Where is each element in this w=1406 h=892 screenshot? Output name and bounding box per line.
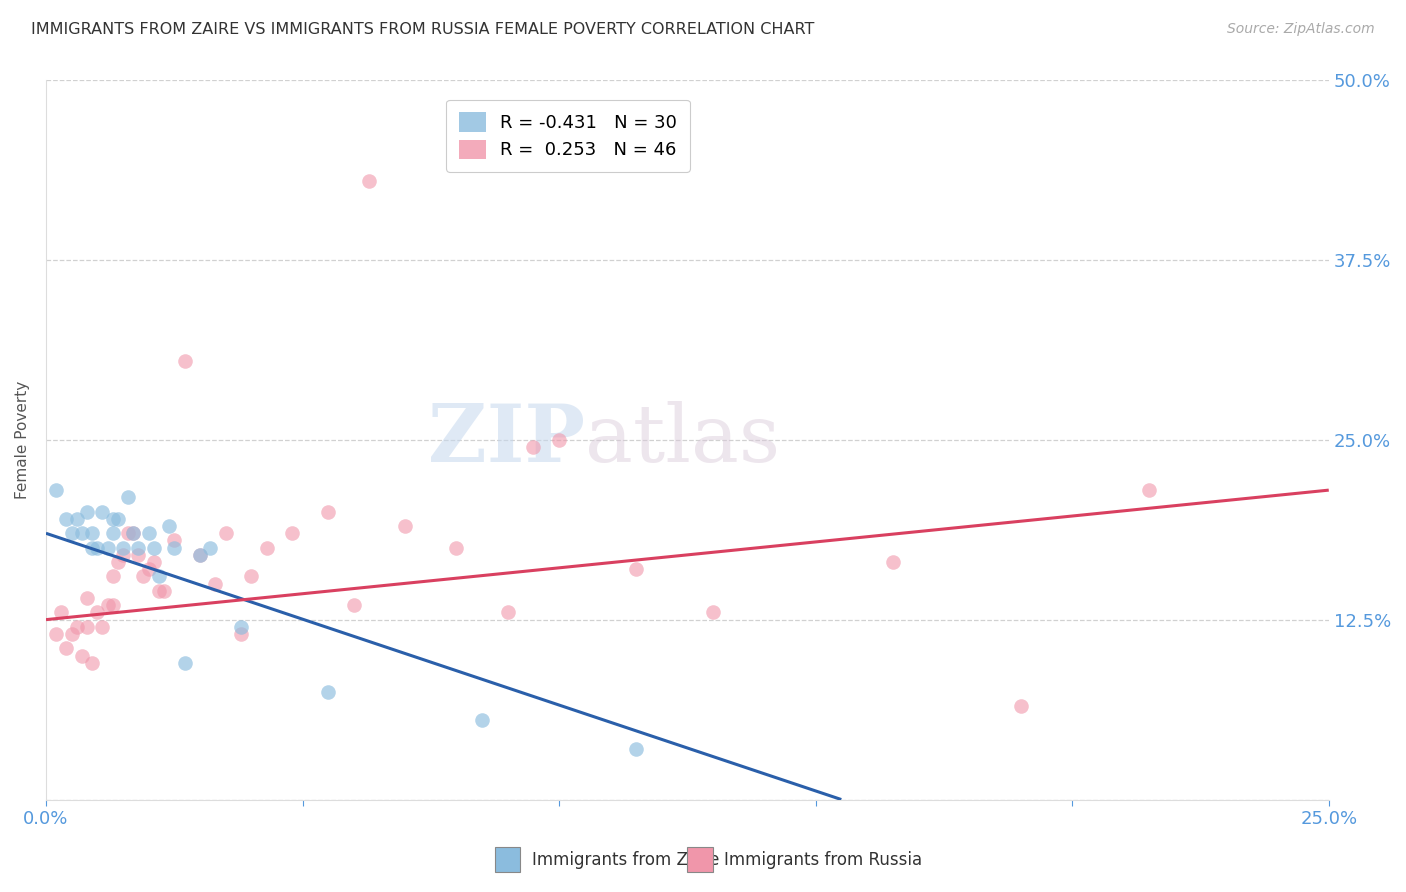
Point [127,548,149,562]
Text: atlas: atlas [585,401,780,479]
Point [66,512,89,526]
Point [1137,483,1160,497]
Point [127,541,149,555]
Point [107,555,129,569]
Point [76,591,98,605]
Point [188,548,211,562]
Point [82,541,104,555]
Point [138,526,160,541]
Point [70,526,93,541]
Point [101,569,124,583]
Point [229,627,252,641]
Point [173,656,195,670]
Point [96,599,118,613]
Point [70,648,93,663]
Point [229,620,252,634]
Point [96,541,118,555]
Point [163,541,186,555]
Point [343,599,366,613]
Point [111,541,134,555]
Point [51,606,73,620]
Point [1010,698,1032,713]
Point [60,526,83,541]
Point [496,606,519,620]
Point [281,526,304,541]
Point [316,505,339,519]
Point [198,541,221,555]
Point [117,491,139,505]
Point [204,576,226,591]
Point [76,505,98,519]
Point [446,541,468,555]
Point [624,562,647,576]
Point [148,569,170,583]
Point [55,512,77,526]
Point [91,620,114,634]
Point [522,440,544,454]
Point [107,512,129,526]
Point [101,512,124,526]
Text: Immigrants from Zaire: Immigrants from Zaire [531,851,718,869]
Text: ZIP: ZIP [427,401,585,479]
Point [163,533,186,548]
Point [173,353,195,368]
Point [55,641,77,656]
Point [256,541,278,555]
Text: IMMIGRANTS FROM ZAIRE VS IMMIGRANTS FROM RUSSIA FEMALE POVERTY CORRELATION CHART: IMMIGRANTS FROM ZAIRE VS IMMIGRANTS FROM… [31,22,814,37]
Point [624,742,647,756]
Point [548,433,571,447]
Point [60,627,83,641]
Point [122,526,145,541]
Point [142,555,165,569]
Point [153,583,176,598]
Point [359,174,381,188]
Point [111,548,134,562]
Point [702,606,724,620]
Point [101,526,124,541]
Point [66,620,89,634]
Point [117,526,139,541]
Point [142,541,165,555]
Point [157,519,180,533]
Text: Source: ZipAtlas.com: Source: ZipAtlas.com [1227,22,1375,37]
Point [132,569,155,583]
Point [240,569,263,583]
Point [214,526,236,541]
Point [316,684,339,698]
Point [82,656,104,670]
Point [394,519,416,533]
Point [101,599,124,613]
Point [76,620,98,634]
Point [882,555,904,569]
Y-axis label: Female Poverty: Female Poverty [15,381,30,499]
Point [82,526,104,541]
Point [471,714,494,728]
Point [122,526,145,541]
Point [45,627,67,641]
Point [45,483,67,497]
Point [86,541,108,555]
Legend: R = -0.431   N = 30, R =  0.253   N = 46: R = -0.431 N = 30, R = 0.253 N = 46 [446,100,690,172]
Point [148,583,170,598]
Point [188,548,211,562]
Point [86,606,108,620]
Point [138,562,160,576]
Text: Immigrants from Russia: Immigrants from Russia [724,851,922,869]
Point [91,505,114,519]
